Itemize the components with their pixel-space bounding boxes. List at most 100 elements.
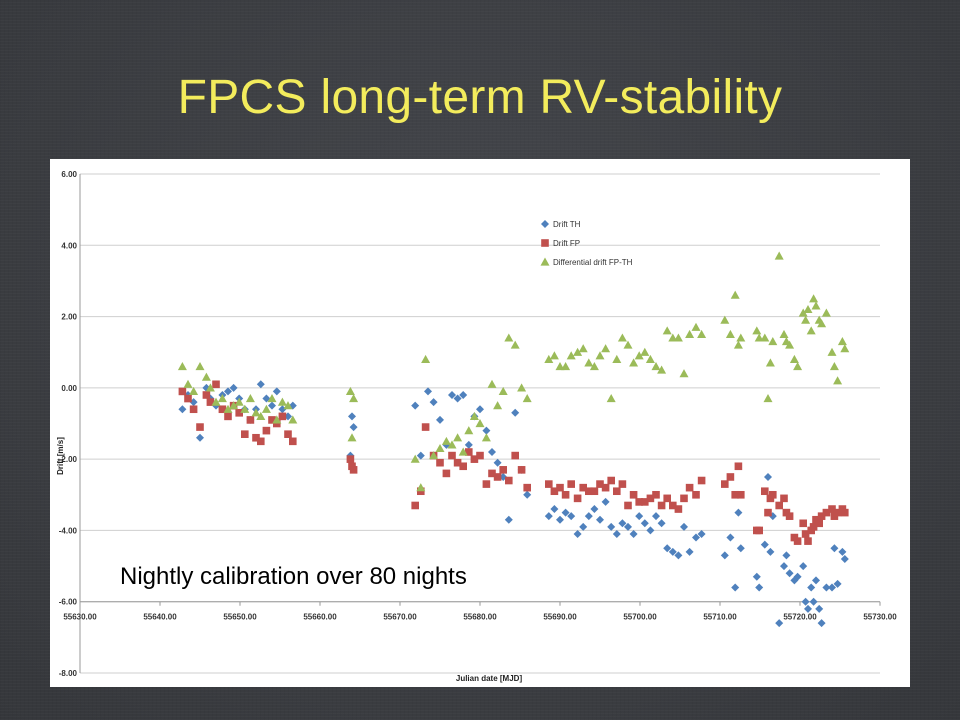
data-point xyxy=(680,522,688,531)
data-point xyxy=(782,551,791,560)
chart-caption: Nightly calibration over 80 nights xyxy=(118,563,469,591)
data-point xyxy=(416,451,425,460)
data-point xyxy=(652,490,660,499)
data-point xyxy=(184,394,192,403)
data-point xyxy=(421,423,430,431)
data-point xyxy=(488,469,496,478)
data-point xyxy=(578,344,588,353)
data-point xyxy=(809,523,818,531)
legend-label: Differential drift FP-TH xyxy=(553,258,633,267)
y-tick-label: 0.00 xyxy=(61,384,77,393)
data-point xyxy=(697,529,706,538)
data-point xyxy=(596,515,604,524)
data-point xyxy=(441,436,451,445)
data-point xyxy=(833,376,843,385)
data-point xyxy=(517,383,527,392)
data-point xyxy=(268,401,276,410)
data-point xyxy=(817,512,826,520)
data-point xyxy=(196,423,204,431)
data-point xyxy=(769,490,777,499)
data-point xyxy=(464,426,474,435)
data-point xyxy=(736,544,745,553)
legend-marker xyxy=(540,257,550,266)
data-point xyxy=(726,473,735,481)
data-point xyxy=(206,398,215,406)
data-point xyxy=(544,512,553,521)
data-point xyxy=(809,597,818,606)
data-point xyxy=(545,480,553,488)
data-point xyxy=(272,415,282,424)
data-point xyxy=(764,508,772,517)
data-point xyxy=(349,394,359,403)
data-point xyxy=(523,483,531,492)
data-point xyxy=(685,547,694,556)
data-point xyxy=(601,497,610,506)
data-point xyxy=(780,562,788,571)
data-point xyxy=(511,408,520,417)
data-point xyxy=(734,508,743,517)
data-point xyxy=(349,466,358,474)
data-point xyxy=(721,480,729,488)
data-point xyxy=(345,386,355,396)
data-point xyxy=(635,498,643,506)
data-point xyxy=(760,333,770,342)
data-point xyxy=(202,391,211,399)
data-point xyxy=(224,412,232,421)
data-point xyxy=(624,522,632,531)
data-point xyxy=(731,583,740,592)
data-point xyxy=(785,512,794,520)
y-axis-label: Drift [m/s] xyxy=(56,437,65,475)
data-point xyxy=(229,401,239,410)
data-point xyxy=(177,361,187,371)
data-point xyxy=(804,604,812,613)
data-point xyxy=(550,505,559,514)
data-point xyxy=(251,408,261,417)
data-point xyxy=(692,490,700,499)
data-point xyxy=(584,512,593,521)
data-point xyxy=(288,415,298,424)
data-point xyxy=(549,351,559,360)
data-point xyxy=(178,387,187,396)
data-point xyxy=(766,547,775,556)
data-point xyxy=(511,451,519,460)
data-point xyxy=(793,537,802,545)
data-point xyxy=(663,544,672,553)
data-point xyxy=(775,501,783,510)
data-point xyxy=(493,458,502,467)
data-point xyxy=(566,351,576,360)
data-point xyxy=(488,448,496,457)
data-point xyxy=(697,476,706,485)
data-point xyxy=(448,390,456,399)
data-point xyxy=(550,487,559,496)
legend-label: Drift TH xyxy=(553,220,581,229)
y-tick-label: -8.00 xyxy=(59,669,78,678)
data-point xyxy=(442,469,451,478)
data-point xyxy=(725,329,735,338)
data-point xyxy=(840,344,850,353)
data-point xyxy=(828,505,836,513)
data-point xyxy=(736,333,746,342)
data-point xyxy=(806,326,816,335)
data-point xyxy=(641,498,649,506)
data-point xyxy=(680,494,688,503)
data-point xyxy=(447,440,457,449)
data-point xyxy=(840,554,849,563)
data-point xyxy=(278,405,287,414)
data-point xyxy=(217,394,227,403)
data-point xyxy=(801,315,811,324)
data-point xyxy=(809,294,819,303)
data-point xyxy=(189,386,199,396)
x-tick-label: 55690.00 xyxy=(543,613,577,622)
data-point xyxy=(674,551,683,560)
x-tick-label: 55670.00 xyxy=(383,613,417,622)
data-point xyxy=(760,540,769,549)
data-point xyxy=(470,455,479,463)
data-point xyxy=(278,412,287,421)
data-point xyxy=(346,455,355,463)
data-point xyxy=(768,337,778,346)
data-point xyxy=(277,397,287,406)
data-point xyxy=(785,340,795,349)
data-point xyxy=(567,480,575,488)
data-point xyxy=(272,387,281,396)
data-point xyxy=(561,490,570,499)
